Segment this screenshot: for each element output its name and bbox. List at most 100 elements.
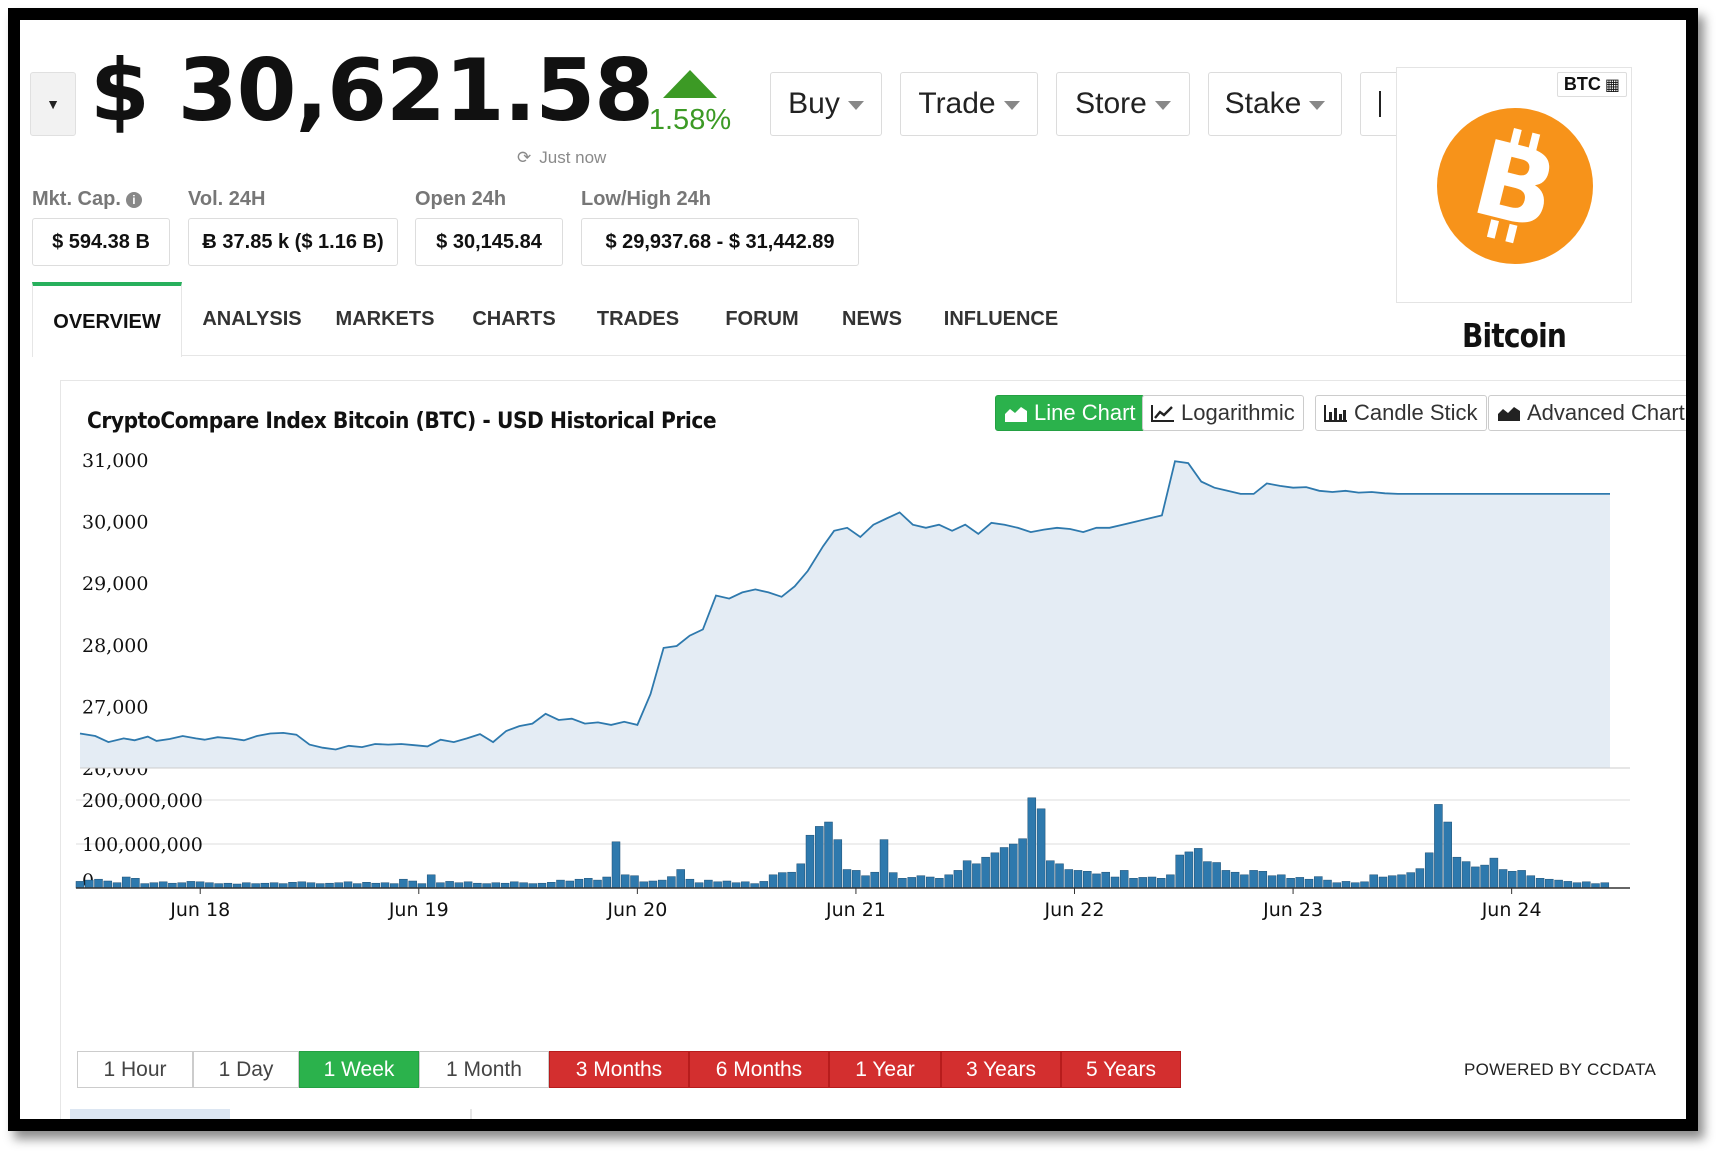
volume-bar	[1406, 872, 1415, 889]
volume-bar	[1323, 879, 1332, 889]
price-chart: 31,00030,00029,00028,00027,00026,000200,…	[75, 450, 1630, 921]
tab-trades[interactable]: TRADES	[596, 307, 680, 330]
volume-bar	[149, 882, 159, 889]
range-1-hour[interactable]: 1 Hour	[77, 1051, 193, 1088]
symbol-tag[interactable]: BTC ▦	[1556, 72, 1627, 97]
tab-forum[interactable]: FORUM	[725, 307, 799, 330]
range-1-day[interactable]: 1 Day	[193, 1051, 299, 1088]
volume-bar	[1480, 864, 1489, 889]
volume-bar	[121, 876, 131, 889]
buy-menu-button[interactable]: Buy	[770, 72, 882, 136]
stake-menu-button[interactable]: Stake	[1208, 72, 1342, 136]
symbol-tag-label: BTC	[1563, 74, 1601, 94]
area-chart-icon	[1498, 407, 1520, 421]
volume-bar	[242, 882, 251, 889]
volume-bar	[962, 860, 972, 889]
volume-bar	[1600, 882, 1610, 889]
price-dropdown-toggle[interactable]: ▼	[30, 72, 76, 136]
line-chart-button[interactable]: Line Chart	[995, 395, 1145, 431]
y-tick-label: 27,000	[82, 696, 148, 718]
y-tick-label: 28,000	[82, 635, 148, 657]
volume-bar	[177, 882, 186, 889]
store-menu-button[interactable]: Store	[1056, 72, 1190, 136]
chart-panel: CryptoCompare Index Bitcoin (BTC) - USD …	[60, 380, 1686, 1119]
volume-bar	[1064, 869, 1074, 889]
volume-bar	[445, 881, 454, 889]
x-tick-label: Jun 23	[1262, 899, 1323, 921]
volume-bar	[195, 881, 205, 889]
volume-bar	[639, 881, 648, 889]
x-tick-label: Jun 19	[388, 899, 449, 921]
volume-bar	[1508, 871, 1517, 889]
volume-bar	[870, 871, 879, 889]
range-1-month[interactable]: 1 Month	[419, 1051, 549, 1088]
volume-bar	[704, 879, 713, 889]
vol-24h-value: Ƀ 37.85 k ($ 1.16 B)	[188, 218, 398, 266]
volume-bar	[362, 882, 371, 889]
volume-bar	[205, 882, 214, 889]
y-tick-label: 30,000	[82, 512, 148, 534]
volume-bar	[657, 879, 667, 889]
price-area	[80, 461, 1610, 768]
volume-bar	[1267, 875, 1277, 889]
x-tick-label: Jun 21	[825, 899, 886, 921]
volume-bar	[565, 880, 575, 889]
volume-bar	[1387, 875, 1397, 889]
volume-bar	[630, 875, 639, 889]
volume-bar	[999, 847, 1009, 889]
volume-bar	[1415, 868, 1425, 889]
buy-label: Buy	[788, 87, 840, 120]
volume-bar	[1027, 797, 1037, 889]
trade-menu-button[interactable]: Trade	[900, 72, 1038, 136]
volume-bar	[1295, 877, 1305, 889]
volume-bar	[1009, 843, 1018, 889]
candle-stick-button[interactable]: Candle Stick	[1315, 395, 1487, 431]
volume-bar	[1249, 870, 1258, 889]
volume-bar	[1489, 857, 1499, 889]
tab-overview[interactable]: OVERVIEW	[32, 282, 182, 357]
volume-bar	[426, 874, 436, 889]
caret-down-icon	[1154, 101, 1171, 110]
mkt-cap-value: $ 594.38 B	[32, 218, 170, 266]
advanced-chart-button[interactable]: Advanced Chart	[1488, 395, 1686, 431]
volume-bar	[1424, 852, 1434, 889]
volume-bar	[1554, 879, 1563, 889]
volume-bar	[547, 882, 556, 889]
price-change-percent: 1.58%	[648, 104, 732, 136]
volume-bar	[833, 839, 843, 889]
volume-bar	[158, 881, 168, 889]
volume-bar	[916, 875, 926, 889]
range-5-years[interactable]: 5 Years	[1061, 1051, 1181, 1088]
volume-bar	[898, 878, 907, 889]
volume-bar	[787, 871, 796, 889]
volume-bar	[1304, 878, 1314, 889]
info-icon[interactable]: i	[125, 192, 142, 208]
tab-analysis[interactable]: ANALYSIS	[202, 307, 302, 330]
volume-bar	[463, 881, 473, 889]
volume-bar	[1452, 856, 1462, 889]
range-1-year[interactable]: 1 Year	[829, 1051, 941, 1088]
volume-bar	[94, 878, 103, 889]
volume-bar	[1498, 869, 1508, 889]
current-price: $ 30,621.58	[90, 41, 654, 141]
tab-influence[interactable]: INFLUENCE	[943, 307, 1059, 330]
advanced-chart-label: Advanced Chart	[1527, 400, 1685, 425]
range-1-week[interactable]: 1 Week	[299, 1051, 419, 1088]
tab-charts[interactable]: CHARTS	[472, 307, 556, 330]
volume-bar	[741, 881, 750, 889]
range-6-months[interactable]: 6 Months	[689, 1051, 829, 1088]
chart-title: CryptoCompare Index Bitcoin (BTC) - USD …	[87, 409, 717, 434]
range-3-months[interactable]: 3 Months	[549, 1051, 689, 1088]
range-3-years[interactable]: 3 Years	[941, 1051, 1061, 1088]
volume-bar	[879, 839, 889, 889]
volume-bar	[1184, 851, 1194, 889]
caret-down-icon: ▼	[46, 96, 60, 112]
caret-down-icon	[847, 101, 864, 110]
volume-bar	[1240, 874, 1249, 889]
volume-bar	[694, 882, 704, 889]
tab-news[interactable]: NEWS	[842, 307, 902, 330]
volume-bar	[454, 882, 464, 889]
logarithmic-button[interactable]: Logarithmic	[1142, 395, 1304, 431]
volume-bar	[1582, 881, 1591, 889]
tab-markets[interactable]: MARKETS	[335, 307, 435, 330]
